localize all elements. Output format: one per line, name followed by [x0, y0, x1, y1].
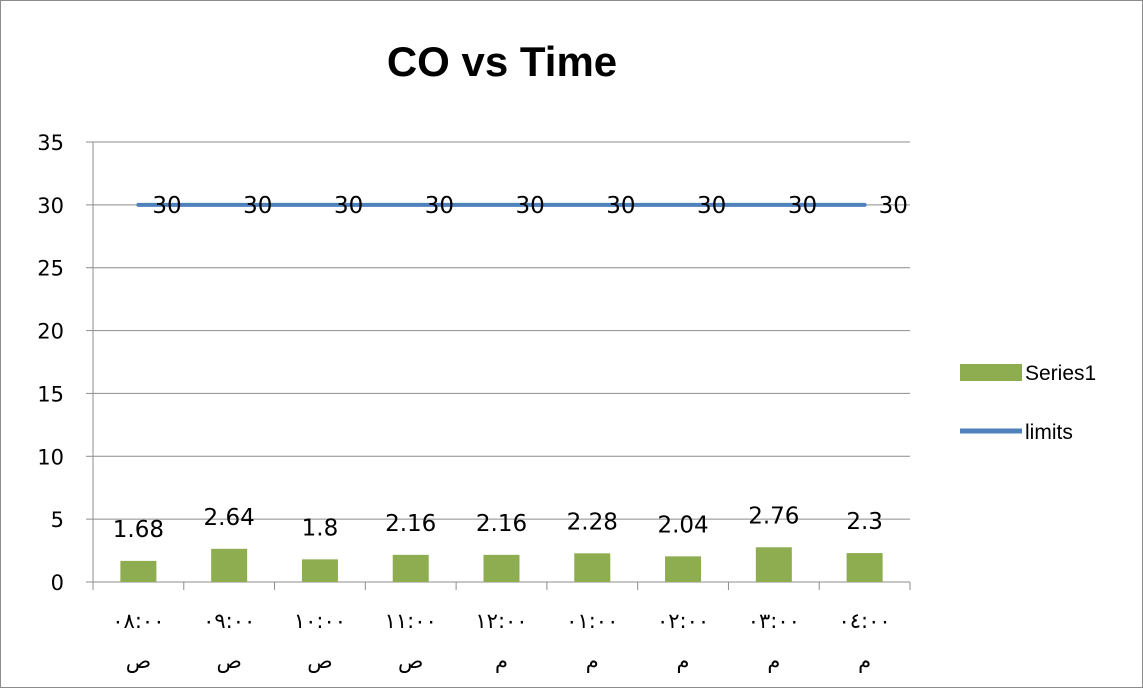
y-tick-label: 15 [37, 382, 64, 406]
x-tick-label-suffix: ص [307, 649, 332, 673]
x-tick-label: ٠٢:٠٠ [657, 609, 709, 633]
x-tick-label-suffix: ص [216, 649, 241, 673]
y-tick-label: 10 [37, 445, 64, 469]
bar [120, 560, 157, 582]
bar [392, 554, 429, 582]
legend-label-limits: limits [1025, 421, 1073, 444]
x-tick-label: ٠٩:٠٠ [203, 609, 255, 633]
line-data-label: 30 [425, 193, 454, 219]
line-data-label: 30 [606, 193, 635, 219]
x-tick-label: ٠٣:٠٠ [748, 609, 800, 633]
x-tick-label-suffix: ص [398, 649, 423, 673]
x-tick-label: ١٠:٠٠ [294, 609, 346, 633]
bar [846, 553, 883, 582]
y-tick-label: 20 [37, 320, 64, 344]
line-data-label: 30 [243, 193, 272, 219]
bar [211, 548, 248, 582]
x-tick-label: ١٢:٠٠ [475, 609, 527, 633]
bar-data-label: 2.76 [748, 503, 799, 529]
y-tick-label: 0 [51, 571, 64, 595]
x-tick-label: ٠٤:٠٠ [839, 609, 891, 633]
legend-swatch-series1 [960, 364, 1022, 381]
legend-label-series1: Series1 [1025, 362, 1096, 385]
bar [574, 553, 611, 582]
line-data-label: 30 [334, 193, 363, 219]
y-tick-label: 5 [51, 508, 64, 532]
bar [301, 559, 338, 582]
line-data-label: 30 [516, 193, 545, 219]
bar-data-label: 2.28 [567, 509, 618, 535]
line-data-label: 30 [788, 193, 817, 219]
y-tick-label: 30 [37, 194, 64, 218]
line-data-label: 30 [879, 193, 908, 219]
bar-data-label: 2.16 [385, 511, 436, 537]
bar-data-label: 1.8 [302, 515, 339, 541]
bar [665, 556, 702, 582]
x-tick-label: ٠٨:٠٠ [112, 609, 164, 633]
chart-title: CO vs Time [386, 38, 618, 85]
x-tick-label: ١١:٠٠ [385, 609, 437, 633]
x-tick-label-suffix: م [858, 649, 871, 673]
bar [755, 547, 792, 582]
line-data-label: 30 [152, 193, 181, 219]
y-tick-label: 25 [37, 257, 64, 281]
x-tick-label-suffix: م [586, 649, 599, 673]
y-tick-label: 35 [37, 131, 64, 155]
bar [483, 554, 520, 582]
x-tick-label-suffix: م [767, 649, 780, 673]
x-tick-label-suffix: م [677, 649, 690, 673]
bar-data-label: 2.16 [476, 511, 527, 537]
line-data-label: 30 [697, 193, 726, 219]
bar-data-label: 2.64 [204, 505, 255, 531]
bar-data-label: 1.68 [113, 517, 164, 543]
x-tick-label-suffix: ص [126, 649, 151, 673]
bar-data-label: 2.3 [846, 509, 883, 535]
bar-data-label: 2.04 [657, 512, 708, 538]
x-tick-label: ٠١:٠٠ [566, 609, 618, 633]
x-tick-label-suffix: م [495, 649, 508, 673]
